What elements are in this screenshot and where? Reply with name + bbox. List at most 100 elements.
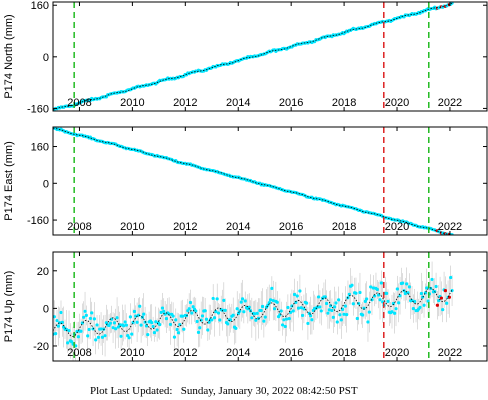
- x-tick-label: 2014: [226, 347, 250, 359]
- data-point: [437, 298, 441, 303]
- x-tick-label: 2008: [67, 221, 91, 233]
- data-points: [53, 2, 454, 111]
- data-point: [369, 285, 373, 289]
- y-tick-label: 20: [37, 266, 49, 278]
- data-point: [83, 309, 87, 313]
- data-point: [154, 320, 158, 324]
- data-point: [272, 307, 277, 311]
- data-point: [59, 310, 63, 315]
- flagged-point: [435, 303, 439, 307]
- data-point: [339, 318, 343, 322]
- data-point: [152, 330, 157, 335]
- data-point: [291, 309, 295, 313]
- data-point: [212, 316, 217, 320]
- data-point: [180, 314, 185, 318]
- data-point: [259, 308, 263, 313]
- data-point: [112, 321, 116, 325]
- data-point: [222, 298, 226, 303]
- data-point: [215, 297, 219, 301]
- data-point: [354, 291, 358, 295]
- data-point: [358, 290, 362, 295]
- data-point: [426, 299, 430, 303]
- data-point: [323, 295, 327, 299]
- data-point: [119, 334, 123, 338]
- data-point: [260, 304, 265, 309]
- y-tick-label: 0: [43, 52, 49, 64]
- data-point: [114, 327, 118, 331]
- data-point: [136, 313, 141, 317]
- data-point: [326, 311, 330, 315]
- data-point: [235, 307, 239, 311]
- data-point: [362, 306, 366, 310]
- data-point: [418, 305, 422, 309]
- data-point: [250, 316, 254, 320]
- data-point: [334, 301, 338, 305]
- flagged-point: [439, 296, 443, 300]
- data-point: [430, 277, 434, 282]
- data-point: [342, 312, 346, 316]
- data-point: [123, 320, 127, 324]
- data-point: [142, 312, 146, 316]
- x-tick-label: 2012: [173, 221, 197, 233]
- data-point: [108, 321, 112, 325]
- data-point: [128, 315, 133, 319]
- data-point: [363, 299, 367, 303]
- data-point: [214, 310, 218, 314]
- data-point: [87, 327, 91, 332]
- data-point: [292, 292, 297, 297]
- data-point: [419, 291, 423, 296]
- data-point: [223, 308, 227, 312]
- x-tick-label: 2016: [279, 347, 303, 359]
- y-axis-label: P174 East (mm): [3, 141, 15, 220]
- plot-area: [53, 2, 454, 111]
- data-point: [130, 332, 134, 336]
- data-point: [425, 286, 429, 290]
- plot-area: [53, 127, 454, 235]
- data-point: [210, 318, 214, 322]
- data-point: [394, 307, 398, 311]
- plot-frame: [52, 126, 488, 236]
- data-point: [375, 287, 379, 292]
- data-point: [139, 323, 143, 327]
- data-point: [143, 320, 147, 324]
- data-point: [393, 311, 397, 315]
- x-tick-label: 2012: [173, 347, 197, 359]
- x-tick-label: 2022: [438, 221, 462, 233]
- x-tick-label: 2020: [385, 97, 409, 109]
- data-point: [338, 313, 342, 317]
- data-point: [70, 340, 74, 344]
- data-point: [351, 302, 355, 306]
- data-point: [56, 324, 60, 328]
- data-point: [275, 300, 279, 304]
- data-point: [110, 317, 114, 321]
- data-point: [164, 317, 169, 321]
- data-point: [167, 312, 171, 316]
- data-point: [337, 298, 341, 302]
- plot-updated-footer: Plot Last Updated: Sunday, January 30, 2…: [90, 385, 358, 397]
- data-point: [207, 320, 211, 324]
- data-point: [302, 307, 306, 311]
- data-point: [262, 319, 266, 323]
- data-point: [216, 311, 221, 315]
- data-point: [345, 313, 349, 317]
- data-point: [255, 311, 259, 315]
- data-point: [200, 314, 205, 318]
- data-point: [103, 334, 107, 338]
- y-tick-label: -20: [33, 341, 49, 353]
- data-point: [347, 292, 351, 296]
- x-tick-label: 2022: [438, 97, 462, 109]
- data-point: [317, 295, 321, 299]
- data-point: [204, 317, 209, 321]
- data-point: [333, 305, 337, 309]
- data-point: [124, 323, 129, 327]
- data-point: [226, 322, 230, 326]
- data-point: [300, 313, 305, 318]
- data-point: [371, 286, 375, 290]
- data-point: [234, 326, 238, 330]
- data-point: [331, 315, 335, 319]
- data-point: [441, 308, 445, 312]
- data-point: [187, 307, 191, 311]
- data-point: [99, 327, 103, 331]
- footer-timestamp: Sunday, January 30, 2022 08:42:50 PST: [180, 385, 358, 397]
- data-point: [379, 281, 383, 285]
